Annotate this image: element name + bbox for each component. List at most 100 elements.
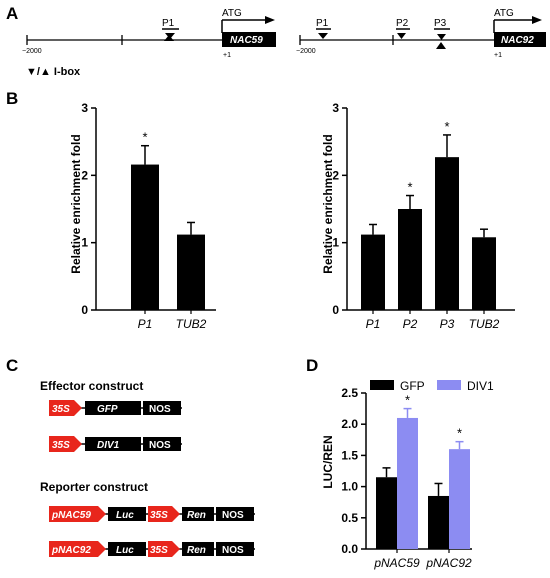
p1-label: P1 [162,18,175,29]
promoter-start-label: −2000 [296,48,316,55]
significance-marker: * [457,426,462,441]
nos-label: NOS [149,404,171,415]
legend-label: DIV1 [467,379,494,393]
y-tick-label: 3 [332,101,339,115]
bar [361,234,385,310]
x-tick-label: P3 [440,317,455,331]
chart-b-left: 0 1 2 3 Relative enrichment fold P1 TUB2 * [69,101,216,331]
tss-arrowhead [265,16,275,24]
promoter-pnac92-arrow [49,541,106,557]
y-tick-label: 1.0 [341,480,358,494]
gfp-box [85,401,141,415]
panel-label-a: A [6,4,18,23]
promoter-35s-arrow [148,541,180,557]
promoter-pnac59-label: pNAC59 [51,510,91,521]
y-tick-label: 0.5 [341,511,358,525]
promoter-diagram-nac59: −2000 P1 ATG NAC59 +1 [22,8,276,59]
y-axis-label: LUC/REN [321,435,335,488]
y-tick-label: 2.5 [341,386,358,400]
nos-label: NOS [149,440,171,451]
atg-label: ATG [494,8,514,19]
x-tick-label: P1 [366,317,381,331]
panel-label-c: C [6,356,18,375]
reporter-title: Reporter construct [40,480,148,494]
y-tick-label: 2 [332,168,339,182]
div1-box [85,437,141,451]
luc-box [108,507,146,521]
bar [472,237,496,310]
construct-pnac92-reporter: pNAC92 Luc 35S Ren NOS [49,541,255,557]
ren-label: Ren [187,510,206,521]
nos-label: NOS [222,545,244,556]
tss-label: +1 [223,52,231,59]
luc-box [108,542,146,556]
div1-label: DIV1 [97,440,120,451]
promoter-35s-label: 35S [52,404,70,415]
y-tick-label: 1.5 [341,448,358,462]
gfp-label: GFP [97,404,118,415]
bar [177,234,205,310]
ibox-up-triangle [436,42,446,49]
nos-box [143,437,181,451]
promoter-35s-label: 35S [52,440,70,451]
x-tick-label: pNAC59 [373,556,420,570]
x-tick-label: pNAC92 [425,556,472,570]
significance-marker: * [405,393,410,408]
y-tick-label: 1 [332,236,339,250]
y-tick-label: 1 [81,236,88,250]
bar [398,209,422,310]
ibox-down-triangle [397,33,406,39]
promoter-35s-arrow [49,436,82,452]
luc-label: Luc [116,510,134,521]
legend-swatch [437,380,461,390]
y-tick-label: 2 [81,168,88,182]
nos-label: NOS [222,510,244,521]
tss-label: +1 [494,52,502,59]
promoter-pnac92-label: pNAC92 [51,545,91,556]
ren-box [182,542,214,556]
significance-marker: * [407,180,412,195]
ren-box [182,507,214,521]
x-tick-label: TUB2 [469,317,500,331]
nos-box [216,507,254,521]
y-axis-label: Relative enrichment fold [69,134,83,273]
p1-label: P1 [316,18,329,29]
promoter-35s-arrow [49,400,82,416]
promoter-pnac59-arrow [49,506,106,522]
ibox-down-triangle [437,34,446,40]
luc-label: Luc [116,545,134,556]
ibox-down-triangle [318,33,328,39]
gene-box-nac92 [494,32,546,47]
bar [131,164,159,310]
nos-box [143,401,181,415]
panel-c-constructs: Effector construct 35S GFP NOS 35S DIV1 … [40,379,255,557]
y-axis-label: Relative enrichment fold [321,134,335,273]
x-tick-label: TUB2 [176,317,207,331]
y-tick-label: 0.0 [341,542,358,556]
ibox-legend: ▼/▲ I-box [26,66,81,78]
significance-marker: * [444,119,449,134]
ibox-up-triangle [164,35,174,41]
y-tick-label: 0 [81,303,88,317]
legend-swatch [370,380,394,390]
gene-label-nac59: NAC59 [230,35,263,46]
promoter-35s-arrow [148,506,180,522]
bar [428,495,449,549]
bar [397,417,418,549]
promoter-35s-label: 35S [150,510,168,521]
construct-pnac59-reporter: pNAC59 Luc 35S Ren NOS [49,506,255,522]
x-tick-label: P2 [403,317,418,331]
ibox-down-triangle [165,33,175,39]
promoter-start-label: −2000 [22,48,42,55]
bar [449,449,470,549]
significance-marker: * [142,130,147,145]
effector-title: Effector construct [40,379,143,393]
nos-box [216,542,254,556]
ren-label: Ren [187,545,206,556]
atg-label: ATG [222,8,242,19]
construct-35s-div1: 35S DIV1 NOS [49,436,182,452]
y-tick-label: 2.0 [341,417,358,431]
bar [435,157,459,310]
